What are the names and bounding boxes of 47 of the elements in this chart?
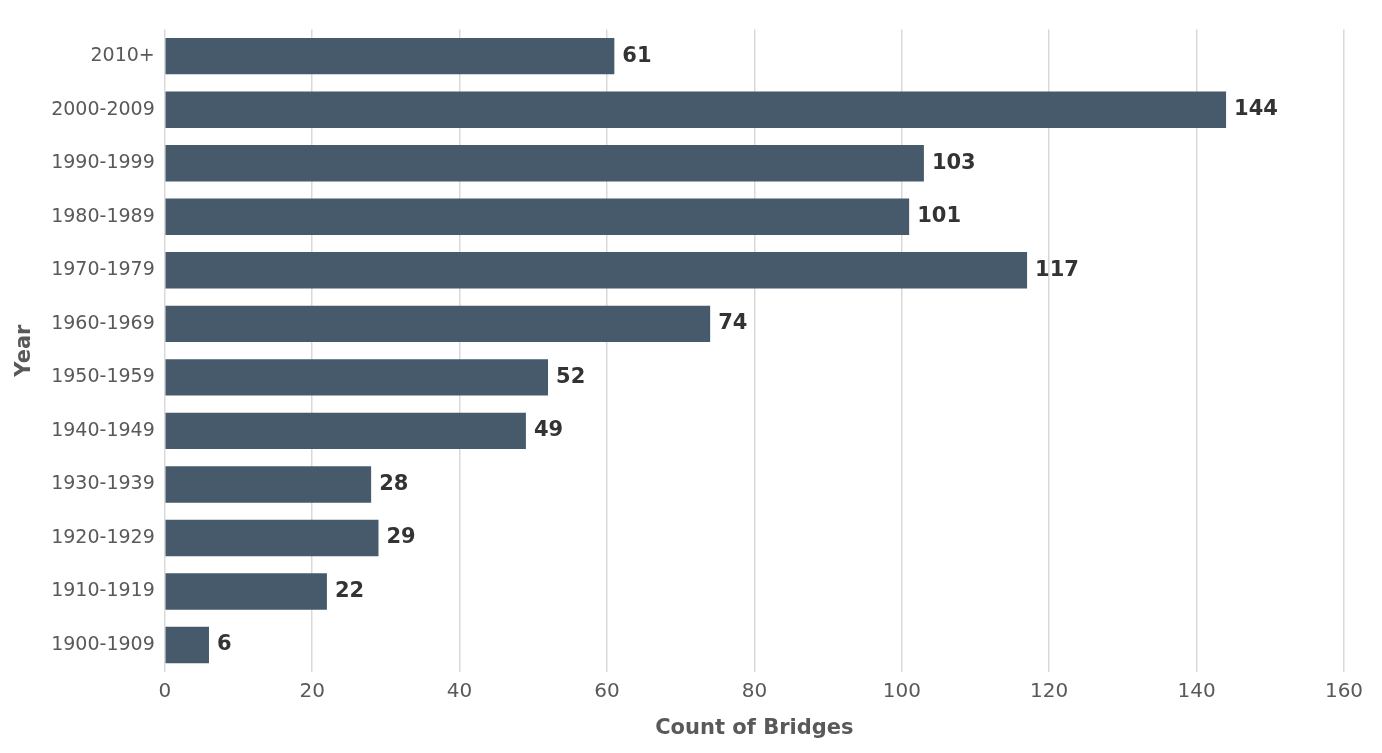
y-tick-label: 1950-1959 xyxy=(51,364,155,387)
y-tick-label: 1970-1979 xyxy=(51,257,155,280)
bar xyxy=(165,573,327,610)
bar xyxy=(165,305,711,343)
y-tick-label: 2010+ xyxy=(90,43,155,66)
y-tick-label: 2000-2009 xyxy=(51,96,155,119)
bar xyxy=(165,198,910,235)
x-axis-title: Count of Bridges xyxy=(655,714,854,739)
data-label: 117 xyxy=(1035,256,1079,281)
x-tick-label: 0 xyxy=(158,678,172,702)
bar xyxy=(165,412,526,450)
data-label: 101 xyxy=(917,203,961,228)
y-tick-label: 1920-1929 xyxy=(51,524,155,547)
bar xyxy=(165,91,1227,128)
data-label: 103 xyxy=(931,149,976,174)
y-tick-label: 1960-1969 xyxy=(51,310,155,333)
bar xyxy=(165,466,372,503)
data-label: 74 xyxy=(718,310,748,335)
y-tick-label: 1910-1919 xyxy=(51,578,155,601)
x-tick-label: 40 xyxy=(446,678,473,702)
x-tick-label: 20 xyxy=(299,678,325,702)
x-tick-label: 100 xyxy=(882,678,921,702)
bar xyxy=(165,519,379,557)
x-tick-label: 120 xyxy=(1030,678,1069,702)
y-tick-label: 1930-1939 xyxy=(51,471,155,494)
bar xyxy=(165,626,209,664)
data-label: 6 xyxy=(216,631,232,656)
y-tick-label: 1900-1909 xyxy=(51,631,155,654)
y-tick-label: 1990-1999 xyxy=(51,150,155,173)
y-tick-label: 1980-1989 xyxy=(51,203,155,226)
data-label: 29 xyxy=(386,524,416,549)
data-label: 22 xyxy=(334,577,365,602)
x-tick-label: 160 xyxy=(1324,678,1364,702)
x-tick-label: 60 xyxy=(594,678,620,702)
bar xyxy=(165,145,924,182)
data-label: 144 xyxy=(1234,96,1278,121)
data-label: 28 xyxy=(379,470,409,495)
y-tick-label: 1940-1949 xyxy=(51,417,155,440)
bar xyxy=(165,359,549,396)
data-label: 61 xyxy=(622,42,652,67)
data-label: 49 xyxy=(533,417,564,442)
x-tick-label: 140 xyxy=(1177,678,1216,702)
bar xyxy=(165,37,615,75)
y-axis-title: Year xyxy=(11,323,36,378)
data-label: 52 xyxy=(556,363,586,388)
bar xyxy=(165,252,1028,289)
x-tick-label: 80 xyxy=(741,678,768,702)
